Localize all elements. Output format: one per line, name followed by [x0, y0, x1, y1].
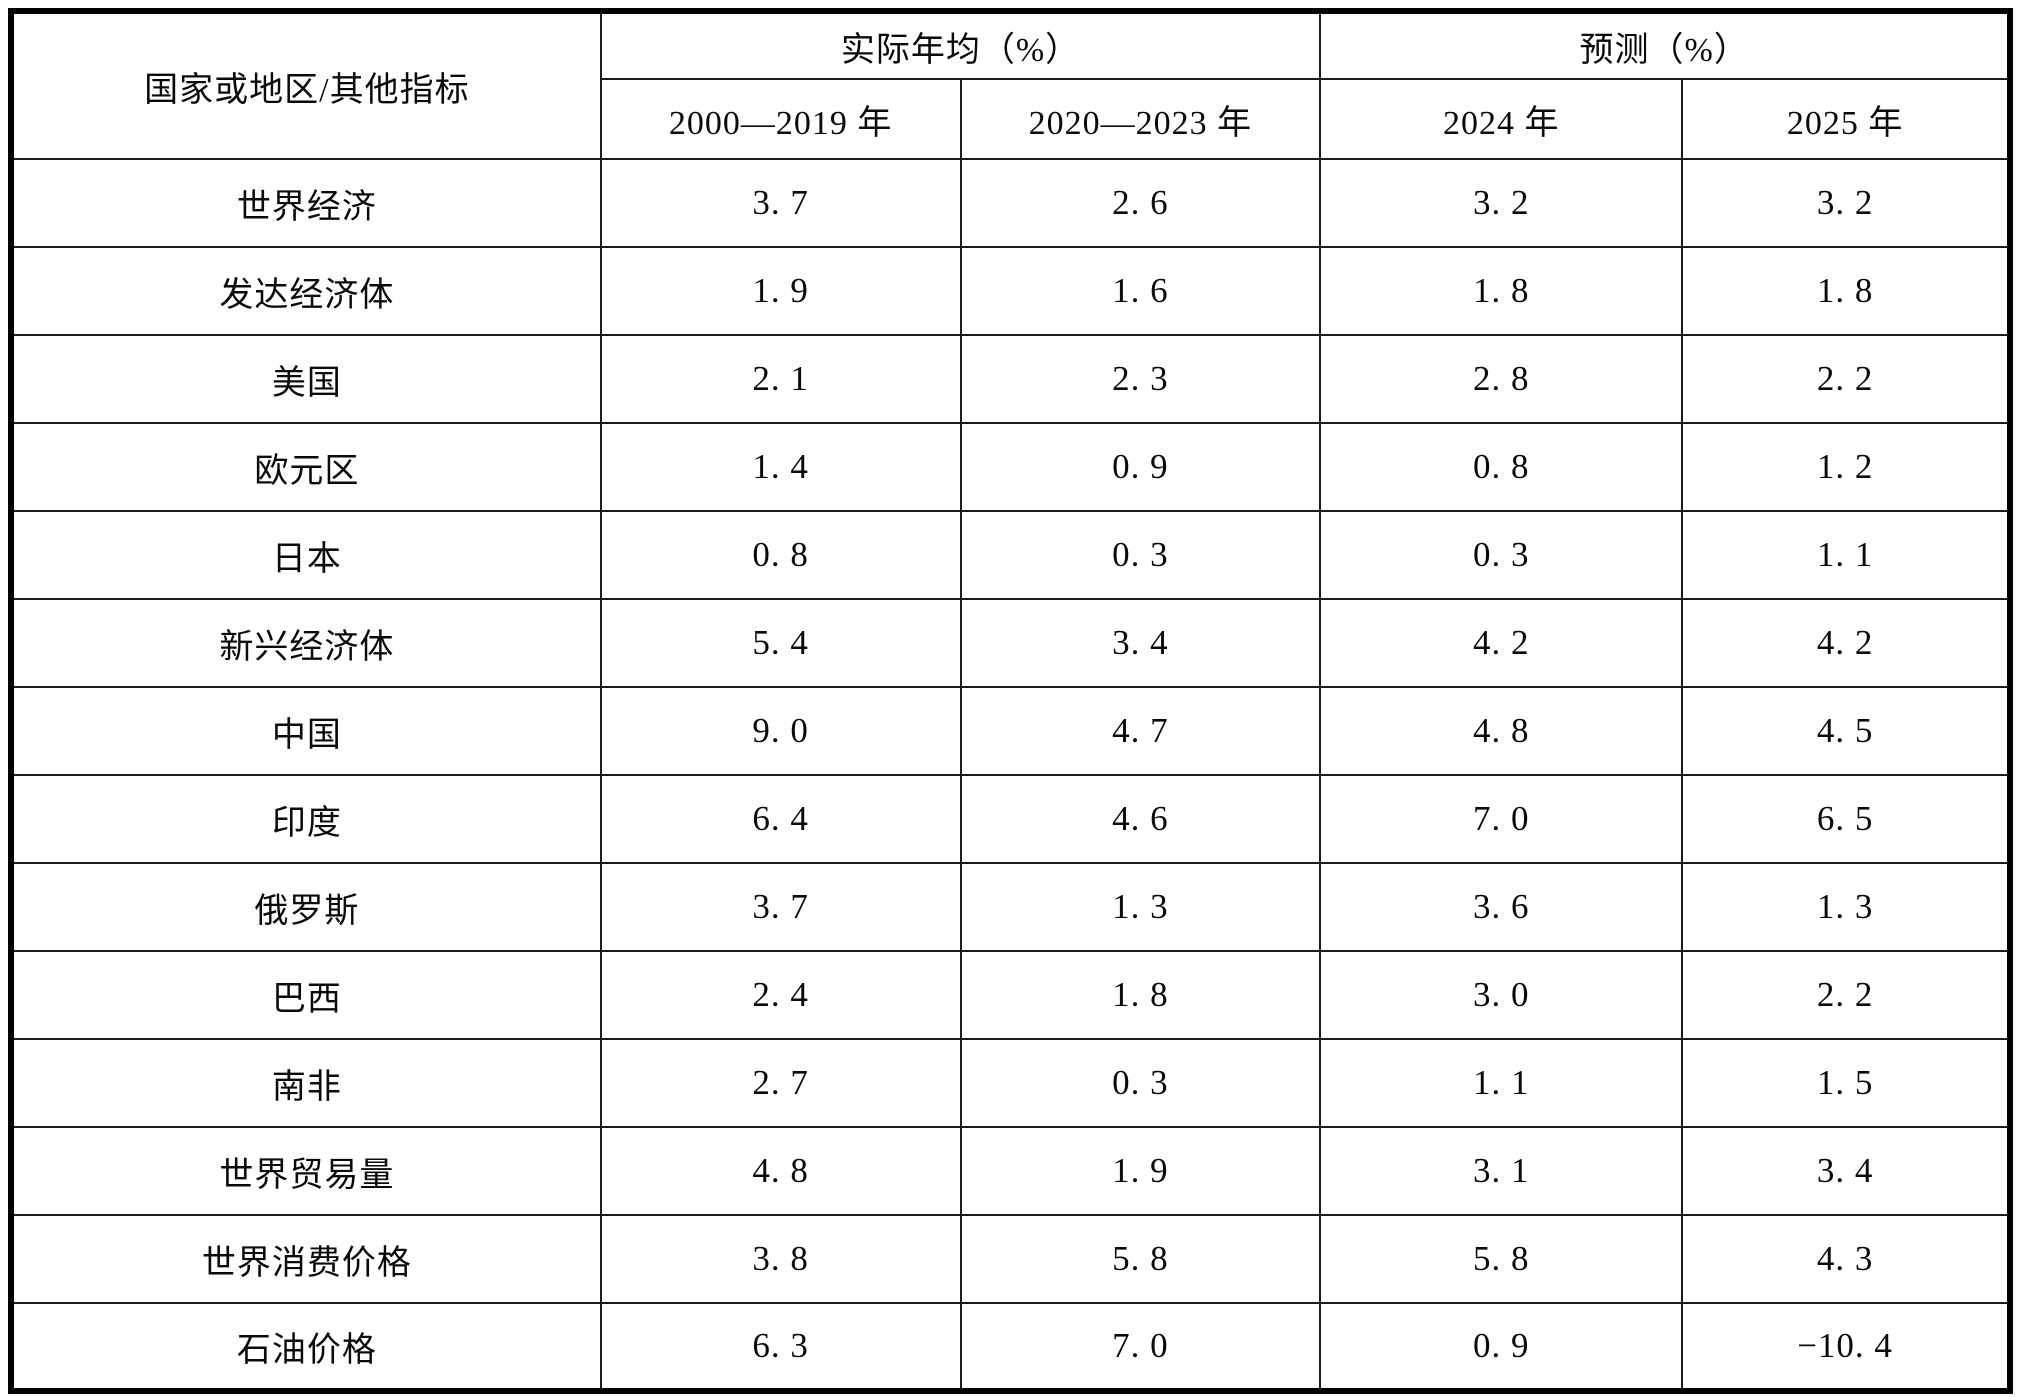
table-row: 俄罗斯 3. 7 1. 3 3. 6 1. 3: [10, 862, 2011, 952]
cell: 3. 6: [1319, 862, 1684, 952]
cell: 1. 2: [1681, 422, 2011, 512]
cell: −10. 4: [1681, 1302, 2011, 1392]
cell: 2. 3: [959, 334, 1322, 424]
table-row: 新兴经济体 5. 4 3. 4 4. 2 4. 2: [10, 598, 2011, 688]
cell: 3. 4: [959, 598, 1322, 688]
table-row: 石油价格 6. 3 7. 0 0. 9 −10. 4: [10, 1302, 2011, 1392]
cell: 1. 5: [1681, 1038, 2011, 1128]
cell: 4. 8: [599, 1126, 962, 1216]
cell: 4. 2: [1319, 598, 1684, 688]
table-header: 国家或地区/其他指标 实际年均（%） 预测（%） 2000—2019 年 202…: [10, 10, 2011, 160]
cell: 3. 1: [1319, 1126, 1684, 1216]
group-header-actual: 实际年均（%）: [599, 10, 1322, 80]
row-label: 世界消费价格: [10, 1214, 602, 1304]
column-header: 2025 年: [1681, 78, 2011, 160]
cell: 0. 3: [1319, 510, 1684, 600]
column-header: 2000—2019 年: [599, 78, 962, 160]
cell: 6. 4: [599, 774, 962, 864]
cell: 0. 3: [959, 510, 1322, 600]
row-label: 中国: [10, 686, 602, 776]
cell: 3. 0: [1319, 950, 1684, 1040]
cell: 2. 8: [1319, 334, 1684, 424]
cell: 6. 3: [599, 1302, 962, 1392]
cell: 1. 9: [959, 1126, 1322, 1216]
cell: 1. 8: [1681, 246, 2011, 336]
row-label: 印度: [10, 774, 602, 864]
table-row: 世界消费价格 3. 8 5. 8 5. 8 4. 3: [10, 1214, 2011, 1304]
cell: 4. 2: [1681, 598, 2011, 688]
cell: 4. 3: [1681, 1214, 2011, 1304]
cell: 4. 6: [959, 774, 1322, 864]
row-label: 新兴经济体: [10, 598, 602, 688]
table-row: 巴西 2. 4 1. 8 3. 0 2. 2: [10, 950, 2011, 1040]
cell: 1. 6: [959, 246, 1322, 336]
cell: 3. 2: [1681, 158, 2011, 248]
cell: 2. 2: [1681, 950, 2011, 1040]
cell: 0. 8: [599, 510, 962, 600]
row-label: 巴西: [10, 950, 602, 1040]
cell: 1. 8: [1319, 246, 1684, 336]
table-row: 世界经济 3. 7 2. 6 3. 2 3. 2: [10, 158, 2011, 248]
cell: 2. 4: [599, 950, 962, 1040]
economic-outlook-table: 国家或地区/其他指标 实际年均（%） 预测（%） 2000—2019 年 202…: [8, 8, 2013, 1394]
cell: 1. 8: [959, 950, 1322, 1040]
cell: 0. 9: [959, 422, 1322, 512]
cell: 1. 1: [1681, 510, 2011, 600]
cell: 1. 3: [959, 862, 1322, 952]
cell: 7. 0: [1319, 774, 1684, 864]
cell: 5. 4: [599, 598, 962, 688]
cell: 2. 2: [1681, 334, 2011, 424]
table-row: 中国 9. 0 4. 7 4. 8 4. 5: [10, 686, 2011, 776]
cell: 3. 4: [1681, 1126, 2011, 1216]
row-label: 日本: [10, 510, 602, 600]
table-row: 南非 2. 7 0. 3 1. 1 1. 5: [10, 1038, 2011, 1128]
cell: 5. 8: [1319, 1214, 1684, 1304]
cell: 3. 7: [599, 158, 962, 248]
table-row: 日本 0. 8 0. 3 0. 3 1. 1: [10, 510, 2011, 600]
column-header: 2024 年: [1319, 78, 1684, 160]
cell: 4. 5: [1681, 686, 2011, 776]
row-label: 南非: [10, 1038, 602, 1128]
cell: 9. 0: [599, 686, 962, 776]
table-body: 世界经济 3. 7 2. 6 3. 2 3. 2 发达经济体 1. 9 1. 6…: [10, 158, 2011, 1392]
cell: 3. 8: [599, 1214, 962, 1304]
cell: 1. 4: [599, 422, 962, 512]
cell: 3. 2: [1319, 158, 1684, 248]
row-label: 世界贸易量: [10, 1126, 602, 1216]
corner-header: 国家或地区/其他指标: [10, 10, 602, 160]
cell: 2. 1: [599, 334, 962, 424]
cell: 1. 3: [1681, 862, 2011, 952]
cell: 5. 8: [959, 1214, 1322, 1304]
row-label: 美国: [10, 334, 602, 424]
table-row: 世界贸易量 4. 8 1. 9 3. 1 3. 4: [10, 1126, 2011, 1216]
table-row: 印度 6. 4 4. 6 7. 0 6. 5: [10, 774, 2011, 864]
cell: 2. 6: [959, 158, 1322, 248]
row-label: 俄罗斯: [10, 862, 602, 952]
group-header-forecast: 预测（%）: [1319, 10, 2011, 80]
row-label: 世界经济: [10, 158, 602, 248]
cell: 1. 9: [599, 246, 962, 336]
column-header: 2020—2023 年: [959, 78, 1322, 160]
table-row: 发达经济体 1. 9 1. 6 1. 8 1. 8: [10, 246, 2011, 336]
cell: 0. 3: [959, 1038, 1322, 1128]
row-label: 欧元区: [10, 422, 602, 512]
cell: 6. 5: [1681, 774, 2011, 864]
row-label: 石油价格: [10, 1302, 602, 1392]
header-year-row: 2000—2019 年 2020—2023 年 2024 年 2025 年: [11, 78, 2011, 160]
header-group-row: 国家或地区/其他指标 实际年均（%） 预测（%）: [10, 10, 2011, 160]
cell: 0. 8: [1319, 422, 1684, 512]
table-row: 美国 2. 1 2. 3 2. 8 2. 2: [10, 334, 2011, 424]
row-label: 发达经济体: [10, 246, 602, 336]
cell: 3. 7: [599, 862, 962, 952]
cell: 7. 0: [959, 1302, 1322, 1392]
cell: 2. 7: [599, 1038, 962, 1128]
cell: 4. 8: [1319, 686, 1684, 776]
table-row: 欧元区 1. 4 0. 9 0. 8 1. 2: [10, 422, 2011, 512]
cell: 1. 1: [1319, 1038, 1684, 1128]
cell: 0. 9: [1319, 1302, 1684, 1392]
cell: 4. 7: [959, 686, 1322, 776]
